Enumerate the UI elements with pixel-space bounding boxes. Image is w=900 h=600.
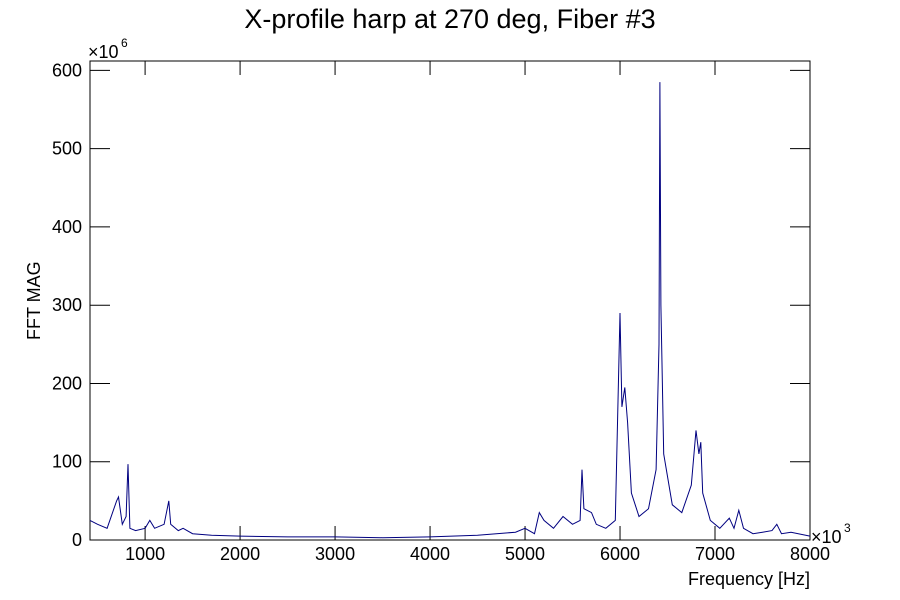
x-tick-label: 8000 bbox=[790, 544, 830, 564]
x-tick-label: 1000 bbox=[125, 544, 165, 564]
y-tick-label: 0 bbox=[72, 530, 82, 550]
y-tick-label: 300 bbox=[52, 295, 82, 315]
y-tick-label: 100 bbox=[52, 452, 82, 472]
y-axis-label: FFT MAG bbox=[24, 261, 44, 340]
x-tick-label: 2000 bbox=[220, 544, 260, 564]
y-scale-base: ×10 bbox=[88, 42, 119, 62]
spectrum-line bbox=[89, 82, 811, 539]
x-axis-label: Frequency [Hz] bbox=[688, 569, 810, 589]
x-scale-base: ×10 bbox=[811, 527, 842, 547]
y-scale-exponent: 6 bbox=[121, 36, 128, 50]
x-tick-label: 3000 bbox=[315, 544, 355, 564]
x-scale-exponent: 3 bbox=[844, 521, 851, 535]
y-tick-label: 600 bbox=[52, 60, 82, 80]
x-tick-label: 4000 bbox=[410, 544, 450, 564]
y-tick-label: 400 bbox=[52, 217, 82, 237]
y-tick-label: 500 bbox=[52, 139, 82, 159]
chart-title: X-profile harp at 270 deg, Fiber #3 bbox=[244, 4, 655, 34]
plot-frame bbox=[89, 60, 811, 541]
x-tick-label: 6000 bbox=[600, 544, 640, 564]
x-tick-label: 5000 bbox=[505, 544, 545, 564]
x-tick-label: 7000 bbox=[695, 544, 735, 564]
y-tick-label: 200 bbox=[52, 373, 82, 393]
